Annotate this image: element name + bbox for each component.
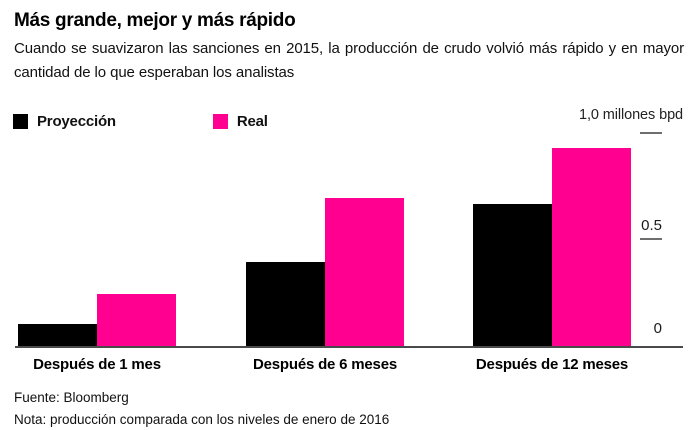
y-axis-label-0: 0 — [653, 320, 662, 337]
legend-item-real: Real — [212, 113, 268, 130]
x-axis-category-label: Después de 1 mes — [33, 356, 161, 373]
chart-subtitle: Cuando se suavizaron las sanciones en 20… — [14, 40, 684, 81]
bar-real-group2 — [325, 198, 404, 346]
bar-proyeccion-group3 — [473, 204, 552, 346]
y-axis-unit-label: 1,0 millones bpd — [579, 107, 683, 123]
x-axis-category-label: Después de 12 meses — [475, 356, 629, 373]
bar-proyeccion-group2 — [246, 262, 325, 346]
x-axis-baseline — [15, 346, 683, 348]
bar-proyeccion-group1 — [18, 324, 97, 346]
legend-swatch-proyeccion — [13, 114, 28, 129]
y-axis-label-05: 0.5 — [641, 217, 662, 234]
legend-item-proyeccion: Proyección — [13, 113, 116, 130]
chart-footer: Fuente: Bloomberg Nota: producción compa… — [14, 387, 389, 430]
y-axis-tick-1 — [640, 132, 662, 134]
bar-chart-plot-area — [0, 131, 700, 346]
bar-real-group3 — [552, 148, 631, 346]
legend-label-proyeccion: Proyección — [37, 113, 116, 130]
y-axis-tick-05 — [640, 238, 662, 240]
note-line: Nota: producción comparada con los nivel… — [14, 412, 390, 427]
source-line: Fuente: Bloomberg — [14, 390, 129, 405]
legend-swatch-real — [212, 114, 228, 129]
x-axis-category-label: Después de 6 meses — [253, 356, 397, 373]
chart-legend: Proyección Real — [13, 113, 302, 130]
bar-real-group1 — [97, 294, 176, 346]
chart-title: Más grande, mejor y más rápido — [14, 10, 296, 31]
legend-label-real: Real — [236, 113, 268, 130]
